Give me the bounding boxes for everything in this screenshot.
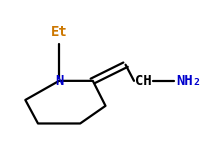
Text: Et: Et [51, 25, 68, 39]
Text: CH: CH [135, 74, 152, 88]
Text: N: N [55, 74, 63, 88]
Text: NH₂: NH₂ [176, 74, 201, 88]
